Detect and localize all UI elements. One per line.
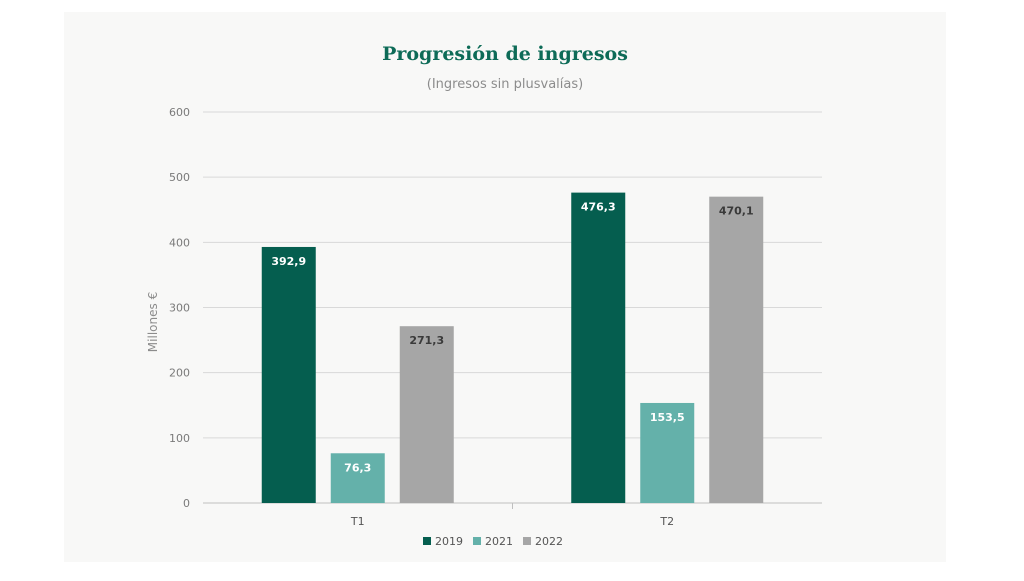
legend-swatch-2019 [423,537,431,545]
chart-title: Progresión de ingresos [382,43,628,65]
y-tick-label: 400 [169,236,190,249]
y-tick-label: 500 [169,171,190,184]
y-tick-label: 300 [169,302,190,315]
data-label: 392,9 [271,255,306,268]
x-tick-label: T2 [659,515,674,528]
legend-label: 2021 [485,535,513,548]
y-axis-label: Millones € [146,292,160,352]
data-label: 476,3 [581,201,616,214]
legend-label: 2022 [535,535,563,548]
y-tick-label: 100 [169,432,190,445]
data-label: 153,5 [650,411,685,424]
data-label: 76,3 [344,461,371,474]
chart-subtitle: (Ingresos sin plusvalías) [426,77,584,92]
y-tick-label: 600 [169,106,190,119]
bar-2022-T2 [709,196,764,504]
legend-swatch-2021 [473,537,481,545]
bar-2021-T2 [640,402,695,503]
y-tick-label: 0 [183,497,190,510]
y-tick-label: 200 [169,367,190,380]
bar-2019-T1 [261,246,316,504]
bar-2022-T1 [399,326,454,503]
chart-panel: Progresión de ingresos (Ingresos sin plu… [64,12,946,562]
data-label: 470,1 [719,205,754,218]
data-label: 271,3 [409,334,444,347]
bar-2021-T1 [330,453,385,503]
x-tick-label: T1 [350,515,365,528]
legend-swatch-2022 [523,537,531,545]
bar-2019-T2 [571,192,626,504]
legend-label: 2019 [435,535,463,548]
